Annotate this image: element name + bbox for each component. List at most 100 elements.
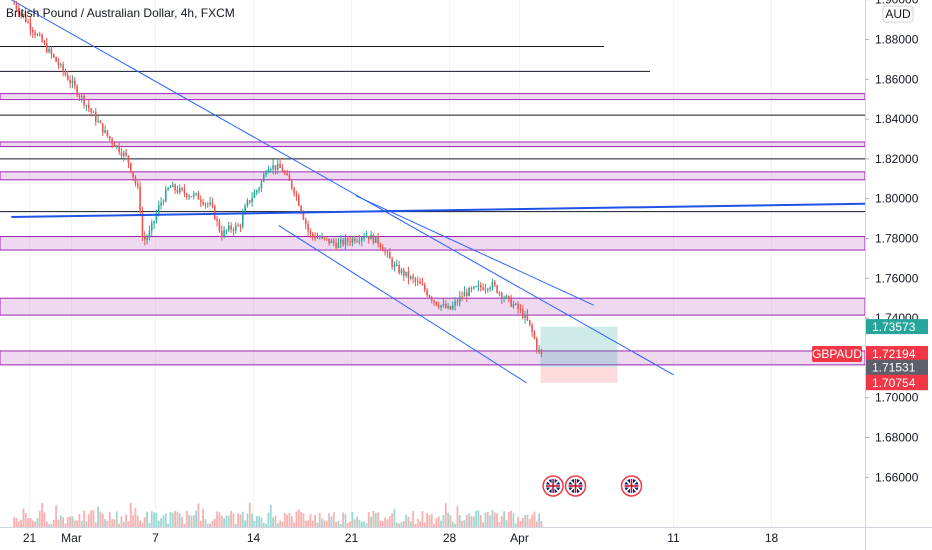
volume-bar	[122, 521, 125, 527]
candle-body	[136, 183, 139, 187]
candle-body	[412, 276, 414, 279]
volume-bar	[423, 522, 426, 527]
volume-bar	[239, 514, 242, 527]
candle-body	[526, 314, 529, 321]
volume-bar	[451, 521, 454, 527]
volume-bar	[388, 516, 391, 527]
candle-body	[449, 306, 452, 310]
candle-body	[521, 309, 524, 318]
volume-bar	[512, 513, 515, 527]
volume-bar	[73, 520, 76, 527]
volume-bar	[505, 520, 508, 527]
volume-bar	[52, 519, 55, 527]
candle-body	[272, 165, 274, 170]
volume-bar	[393, 508, 396, 527]
candle-body	[15, 3, 18, 9]
candle-body	[78, 95, 81, 97]
candle-body	[230, 225, 232, 230]
gb-flag-event-icon[interactable]	[620, 475, 643, 497]
candle-body	[379, 243, 382, 248]
candle-body	[164, 189, 167, 202]
volume-bar	[437, 516, 440, 527]
volume-bar	[153, 512, 155, 527]
volume-bar	[517, 516, 519, 527]
candle-body	[538, 349, 540, 351]
candle-body	[45, 43, 48, 52]
gb-flag-event-icon[interactable]	[542, 475, 564, 497]
candle-body	[190, 196, 193, 198]
y-tick-label: 1.88000	[875, 33, 919, 47]
volume-bar	[290, 516, 293, 527]
volume-bar	[472, 516, 475, 527]
volume-bar	[232, 513, 235, 527]
volume-bar	[430, 513, 433, 527]
volume-bar	[358, 520, 361, 527]
candle-body	[31, 29, 34, 33]
candle-body	[309, 230, 312, 234]
volume-bar	[36, 518, 39, 527]
candle-body	[290, 180, 293, 189]
candle-body	[192, 193, 195, 197]
volume-bar	[365, 523, 368, 527]
price-label-text: 1.71531	[872, 361, 916, 375]
candle-body	[505, 296, 508, 298]
candle-body	[22, 14, 25, 16]
candle-body	[472, 286, 475, 289]
candle-body	[239, 225, 242, 227]
candle-body	[202, 201, 204, 205]
volume-bar	[311, 520, 314, 527]
volume-bar	[43, 512, 46, 527]
candle-body	[216, 219, 218, 221]
candle-body	[314, 235, 316, 239]
volume-bar	[213, 518, 216, 527]
volume-bar	[209, 523, 211, 527]
candle-body	[150, 223, 153, 231]
volume-bar	[321, 518, 323, 527]
candle-body	[433, 300, 435, 302]
candle-body	[36, 34, 39, 36]
volume-bar	[395, 522, 398, 527]
volume-bar	[300, 512, 302, 527]
volume-bar	[461, 520, 463, 527]
volume-bar	[246, 513, 249, 527]
candle-body	[286, 173, 288, 175]
gb-flag-event-icon[interactable]	[564, 475, 587, 497]
candle-body	[66, 75, 69, 81]
volume-bar	[379, 520, 382, 527]
volume-bar	[286, 514, 288, 527]
candle-body	[360, 237, 363, 241]
y-tick-label: 1.78000	[875, 232, 919, 246]
position-loss-zone	[540, 367, 618, 383]
volume-bar	[260, 517, 263, 527]
volume-bar	[169, 511, 172, 527]
candle-body	[120, 152, 123, 156]
currency-label: AUD	[885, 7, 911, 21]
volume-bar	[64, 523, 67, 527]
volume-bar	[414, 523, 417, 527]
candle-body	[87, 105, 90, 109]
candle-body	[195, 193, 197, 195]
volume-bar	[468, 513, 470, 527]
candle-body	[458, 296, 461, 303]
candle-body	[386, 251, 389, 253]
volume-bar	[342, 512, 344, 527]
candle-body	[43, 41, 46, 44]
candle-body	[358, 240, 361, 242]
candle-body	[76, 85, 78, 96]
volume-bar	[190, 515, 193, 527]
volume-bar	[482, 522, 484, 527]
y-tick-label: 1.68000	[875, 431, 919, 445]
volume-bar	[496, 513, 498, 527]
x-tick-label: 21	[345, 531, 359, 545]
y-tick-label: 1.66000	[875, 470, 919, 484]
volume-bar	[230, 510, 232, 527]
x-tick-label: 11	[667, 531, 680, 545]
candle-body	[183, 189, 186, 194]
candle-body	[258, 188, 260, 191]
volume-bar	[402, 521, 405, 527]
volume-bar	[479, 514, 482, 527]
volume-bar	[253, 520, 256, 527]
candle-body	[328, 238, 330, 244]
volume-bar	[433, 523, 435, 527]
